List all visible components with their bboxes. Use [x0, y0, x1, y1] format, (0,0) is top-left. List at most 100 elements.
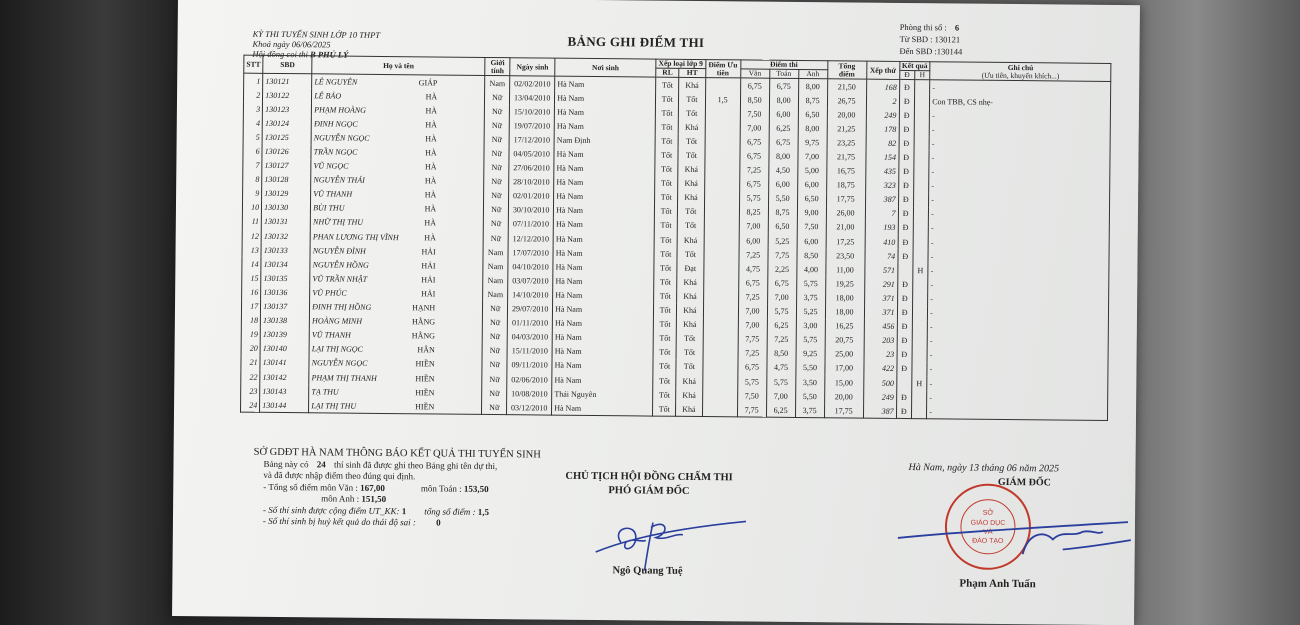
row-sbd: 130134 [261, 257, 311, 272]
row-stt: 5 [243, 130, 263, 145]
row-last-middle-name: LÊ NGUYÊN [314, 76, 358, 87]
row-ht: Tốt [678, 91, 706, 107]
row-rl: Tốt [653, 288, 677, 304]
row-gender: Nam [484, 75, 510, 91]
row-gender: Nữ [483, 230, 509, 246]
row-rank: 500 [863, 375, 897, 390]
row-van: 4,75 [738, 261, 768, 276]
row-rank: 154 [865, 150, 899, 165]
row-fail [913, 221, 929, 236]
chairman-title: CHỦ TỊCH HỘI ĐỒNG CHẤM THI [565, 470, 733, 484]
row-priority [704, 162, 740, 178]
row-toan: 5,75 [766, 304, 797, 319]
row-ht: Khá [676, 303, 704, 318]
row-total: 17,00 [824, 361, 864, 376]
row-rank: 178 [865, 121, 899, 137]
row-priority [704, 106, 741, 121]
row-sbd: 130144 [259, 397, 309, 414]
row-gender: Nữ [483, 216, 509, 232]
row-anh: 7,00 [797, 149, 827, 164]
row-last-middle-name: PHẠM HOÀNG [314, 105, 366, 115]
row-stt: 17 [241, 299, 261, 314]
row-total: 26,00 [825, 206, 866, 221]
chairman-subtitle: PHÓ GIÁM ĐỐC [608, 485, 690, 497]
row-last-middle-name: VŨ NGỌC [313, 161, 349, 171]
row-rank: 422 [863, 361, 897, 376]
row-pob: Hà Nam [551, 400, 653, 417]
row-gender: Nam [483, 259, 509, 274]
row-anh: 3,50 [795, 374, 825, 390]
row-fail [912, 277, 929, 292]
row-ht: Khá [677, 176, 705, 191]
row-gender: Nam [483, 245, 509, 260]
row-stt: 16 [241, 285, 261, 300]
row-stt: 22 [240, 369, 261, 384]
row-anh: 9,75 [797, 135, 827, 150]
row-priority [704, 190, 740, 206]
row-sbd: 130127 [261, 158, 312, 173]
row-fail [911, 361, 928, 377]
row-dob: 17/07/2010 [508, 245, 554, 260]
summary-van-toan: - Tổng số điểm môn Văn : 167,00 môn Toán … [263, 481, 489, 494]
row-stt: 11 [242, 214, 262, 229]
row-first-name: HIỀN [415, 359, 435, 369]
row-last-middle-name: LÊ BẢO [314, 90, 342, 101]
row-van: 6,75 [739, 177, 769, 192]
row-pob: Hà Nam [552, 288, 654, 304]
row-van: 7,75 [737, 332, 767, 347]
row-pob: Hà Nam [554, 118, 656, 134]
row-stt: 2 [243, 87, 263, 103]
row-total: 17,25 [825, 234, 865, 249]
row-pass: Đ [896, 333, 913, 348]
row-van: 7,25 [738, 247, 768, 262]
row-fail [912, 291, 928, 306]
row-first-name: HẢI [421, 289, 436, 299]
row-fail [913, 192, 929, 208]
row-van: 7,25 [738, 289, 768, 305]
row-pass: Đ [899, 79, 915, 95]
row-rank: 249 [865, 107, 900, 123]
row-rank: 387 [863, 403, 897, 419]
row-sbd: 130125 [262, 130, 312, 145]
row-van: 7,75 [737, 402, 767, 418]
row-dob: 28/10/2010 [508, 174, 554, 190]
row-stt: 1 [243, 73, 263, 88]
row-sbd: 130135 [260, 271, 311, 286]
row-sbd: 130140 [260, 341, 310, 357]
row-sbd: 130136 [260, 285, 310, 300]
row-fail [912, 235, 929, 250]
row-rank: 168 [866, 79, 900, 95]
row-stt: 24 [240, 397, 260, 413]
row-gender: Nữ [484, 146, 510, 161]
row-anh: 6,00 [796, 233, 826, 249]
row-ht: Tốt [676, 345, 703, 360]
row-ht: Tốt [676, 359, 703, 375]
row-first-name: HÀ [424, 190, 437, 200]
row-toan: 7,00 [766, 388, 796, 404]
row-van: 7,50 [739, 106, 770, 121]
row-rl: Tốt [653, 274, 678, 290]
row-anh: 8,00 [797, 121, 827, 136]
row-gender: Nam [482, 287, 508, 302]
row-dob: 04/03/2010 [507, 329, 553, 345]
row-rl: Tốt [654, 190, 678, 205]
row-pob: Hà Nam [553, 161, 656, 177]
row-stt: 12 [242, 228, 262, 243]
row-stt: 19 [241, 327, 261, 342]
row-fail [913, 164, 930, 179]
row-first-name: HÀ [424, 204, 437, 214]
row-rl: Tốt [652, 387, 677, 402]
row-pass [896, 375, 912, 391]
row-dob: 02/06/2010 [506, 372, 553, 387]
row-rank: 291 [864, 276, 898, 292]
row-total: 21,75 [826, 149, 866, 165]
col-pob: Nơi sinh [554, 58, 657, 78]
row-first-name: HIỀN [415, 373, 435, 383]
row-ht: Tốt [677, 246, 704, 262]
row-ht: Khá [676, 317, 703, 332]
row-van: 7,25 [737, 346, 767, 361]
row-sbd: 130126 [262, 144, 312, 159]
row-ht: Đạt [677, 261, 704, 276]
row-pass: Đ [897, 220, 914, 236]
row-last-middle-name: VŨ THANH [311, 330, 351, 340]
